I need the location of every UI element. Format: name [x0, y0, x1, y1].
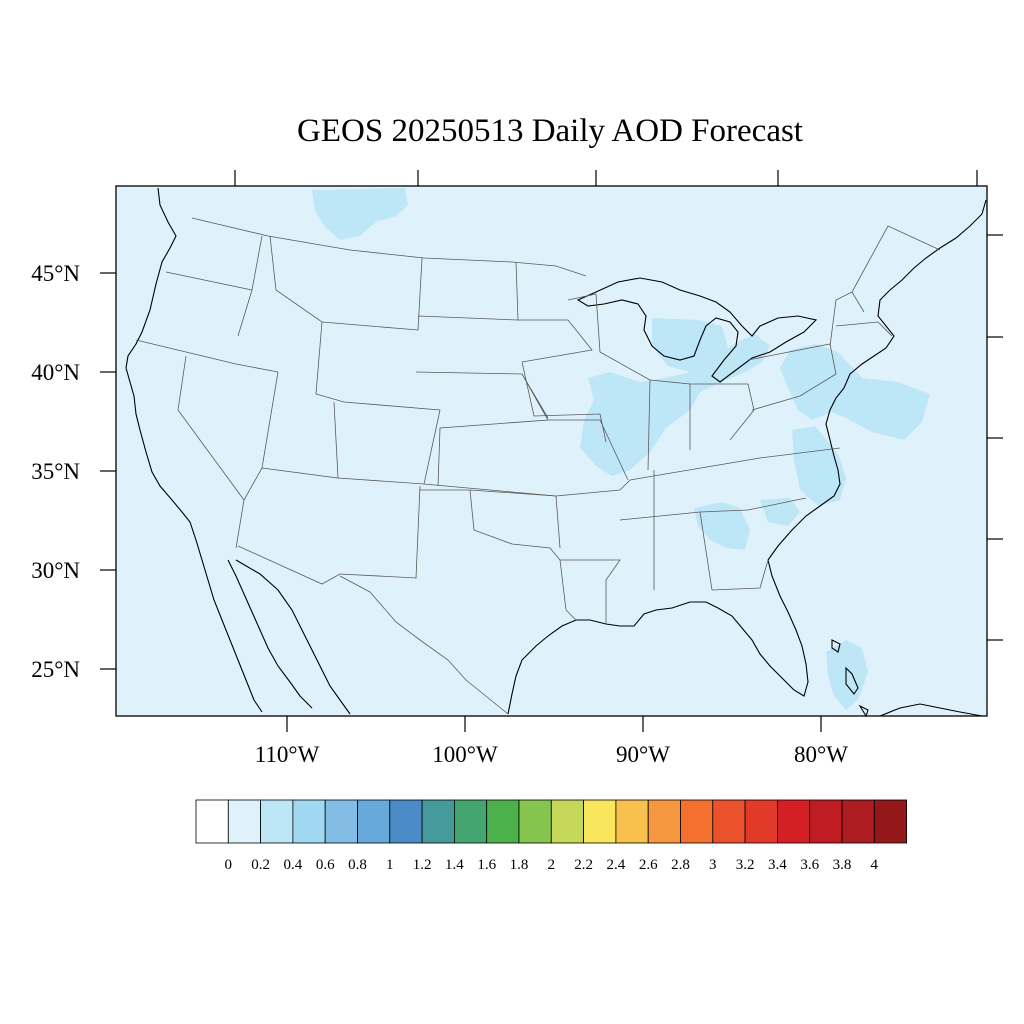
colorbar-tick-label: 3 [709, 857, 717, 873]
colorbar-swatch [357, 799, 391, 844]
colorbar [195, 799, 907, 844]
border-mn-ia-mo [518, 319, 629, 481]
colorbar-tick-label: 0.2 [251, 857, 270, 873]
colorbar-labels: 0 0.2 0.4 0.6 0.8 1 1.2 1.4 1.6 1.8 2 2.2 2.4 2.6 2.8 3… [225, 857, 879, 873]
map-area [116, 186, 987, 716]
map-frame [115, 185, 988, 717]
colorbar-swatch [518, 799, 552, 844]
aod-patch-northern-plains [312, 188, 408, 240]
border-wa-or-id [165, 235, 263, 337]
lat-label: 30°N [31, 558, 80, 583]
lon-label: 100°W [432, 742, 498, 767]
border-or-ca-nv [135, 339, 279, 501]
colorbar-tick-label: 3.2 [736, 857, 755, 873]
colorbar-tick-label: 1.6 [477, 857, 496, 873]
colorbar-swatch [615, 799, 649, 844]
colorbar-tick-label: 3.6 [800, 857, 819, 873]
colorbar-swatch [873, 799, 907, 844]
lon-label: 80°W [794, 742, 848, 767]
us-canada-border [191, 217, 587, 277]
colorbar-swatch [809, 799, 843, 844]
lat-label: 25°N [31, 657, 80, 682]
colorbar-tick-label: 1 [386, 857, 394, 873]
top-ticks [234, 170, 978, 186]
colorbar-tick-label: 2 [548, 857, 556, 873]
great-lakes-outline [576, 277, 818, 383]
colorbar-swatch [550, 799, 584, 844]
bahamas-islands [831, 639, 869, 718]
colorbar-swatch [195, 799, 229, 844]
colorbar-swatch [324, 799, 358, 844]
lat-label: 35°N [31, 459, 80, 484]
colorbar-tick-label: 0.6 [316, 857, 335, 873]
colorbar-swatch [227, 799, 262, 844]
border-northeast [747, 225, 941, 411]
lat-label: 40°N [31, 360, 80, 385]
state-borders [135, 217, 941, 715]
left-ticks [100, 272, 116, 670]
border-co-nm [337, 409, 557, 497]
colorbar-swatch [744, 799, 778, 844]
lon-label: 110°W [255, 742, 320, 767]
pacific-coastline [125, 187, 263, 713]
colorbar-swatch [647, 799, 681, 844]
border-southeast [619, 447, 841, 591]
aod-patch-michigan [652, 318, 728, 372]
colorbar-tick-label: 0.8 [348, 857, 367, 873]
right-ticks [987, 234, 1003, 641]
aod-patch-northeast [780, 344, 930, 440]
map-title: GEOS 20250513 Daily AOD Forecast [297, 113, 803, 149]
colorbar-swatch [777, 799, 811, 844]
atlantic-coastline [767, 199, 987, 561]
colorbar-swatch [453, 799, 488, 844]
colorbar-tick-label: 1.8 [510, 857, 529, 873]
cuba-coast [879, 703, 983, 717]
colorbar-swatch [260, 799, 294, 844]
longitude-labels: 110°W 100°W 90°W 80°W [255, 742, 849, 767]
colorbar-tick-label: 4 [871, 857, 879, 873]
colorbar-tick-label: 2.4 [607, 857, 626, 873]
aod-patch-carolinas [760, 498, 800, 526]
colorbar-swatch [292, 799, 326, 844]
lat-label: 45°N [31, 261, 80, 286]
gulf-coastline [507, 559, 809, 715]
aod-patches [312, 188, 930, 710]
bottom-ticks [286, 716, 822, 732]
colorbar-swatch [680, 799, 714, 844]
colorbar-tick-label: 0 [225, 857, 233, 873]
border-wi-il-in-oh [567, 293, 755, 471]
border-id-mt-wy [269, 235, 441, 411]
border-texas [339, 489, 577, 715]
aod-patch-southeast [694, 502, 750, 550]
colorbar-tick-label: 3.4 [768, 857, 787, 873]
aod-patch-midwest [580, 334, 770, 476]
baja-coastline-east [227, 559, 313, 709]
colorbar-tick-label: 2.6 [639, 857, 658, 873]
latitude-labels: 45°N 40°N 35°N 30°N 25°N [31, 261, 80, 682]
colorbar-tick-label: 2.2 [574, 857, 593, 873]
border-ok-ar-la [469, 479, 631, 624]
aod-patch-bahamas [826, 640, 868, 710]
colorbar-swatch [486, 799, 520, 844]
colorbar-swatch [712, 799, 746, 844]
mexico-pacific-coast [235, 559, 351, 715]
colorbar-swatch [841, 799, 875, 844]
colorbar-tick-label: 2.8 [671, 857, 690, 873]
coastlines [125, 187, 987, 718]
colorbar-swatch [389, 799, 423, 844]
colorbar-tick-label: 3.8 [833, 857, 852, 873]
colorbar-tick-label: 1.2 [413, 857, 432, 873]
lon-label: 90°W [616, 742, 670, 767]
aod-patch-mid-atlantic [792, 426, 846, 506]
colorbar-swatch [583, 799, 617, 844]
colorbar-tick-label: 1.4 [445, 857, 464, 873]
colorbar-tick-label: 0.4 [284, 857, 303, 873]
colorbar-swatch [421, 799, 455, 844]
